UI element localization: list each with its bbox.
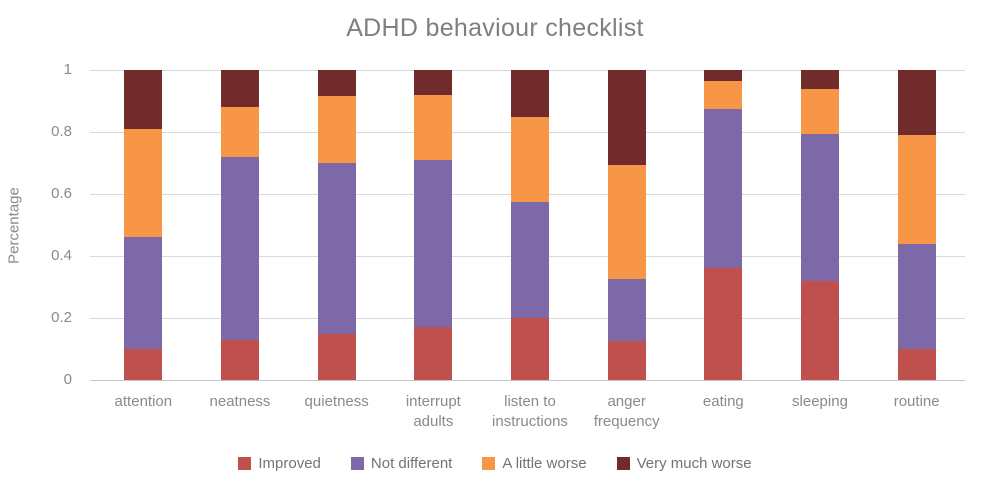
x-axis-label: attention bbox=[114, 393, 173, 410]
x-axis-label: routine bbox=[893, 393, 940, 410]
bar-segment bbox=[317, 70, 356, 97]
bar-segment bbox=[414, 94, 453, 160]
bar-segment bbox=[897, 70, 936, 136]
bar-segment bbox=[511, 116, 549, 202]
bar-segment bbox=[317, 163, 356, 334]
bar-segment bbox=[221, 70, 259, 108]
legend: Improved Not different A little worse Very … bbox=[0, 455, 990, 472]
gridline bbox=[90, 380, 965, 381]
legend-item: A little worse bbox=[482, 455, 587, 472]
bar-segment bbox=[801, 280, 839, 380]
legend-label: Improved bbox=[258, 455, 321, 472]
bar-segment bbox=[704, 80, 743, 109]
legend-item: Very much worse bbox=[616, 455, 752, 472]
bar-segment bbox=[897, 349, 936, 380]
y-tick-label: 0 bbox=[63, 371, 72, 388]
y-tick-label: 0.2 bbox=[51, 309, 72, 326]
y-tick-label: 0.4 bbox=[51, 247, 72, 264]
y-tick-label: 0.6 bbox=[51, 185, 72, 202]
bar-segment bbox=[704, 268, 743, 380]
x-axis-label: neatness bbox=[209, 393, 271, 410]
legend-label: Very much worse bbox=[636, 455, 752, 472]
x-axis-label: listen to instructions bbox=[492, 393, 568, 430]
bar-segment bbox=[607, 164, 646, 280]
bar-sleeping bbox=[801, 70, 839, 380]
legend-marker-icon bbox=[350, 457, 364, 470]
bar-segment bbox=[897, 135, 936, 244]
plot-area bbox=[90, 70, 965, 381]
bar-segment bbox=[414, 159, 453, 328]
chart-title: ADHD behaviour checklist bbox=[346, 14, 644, 42]
bar-segment bbox=[897, 243, 936, 349]
bar-segment bbox=[414, 327, 453, 380]
bar-attention bbox=[124, 70, 163, 380]
y-tick-label: 0.8 bbox=[51, 123, 72, 140]
x-axis-label: sleeping bbox=[792, 393, 848, 410]
bar-segment bbox=[221, 339, 259, 380]
bar-segment bbox=[511, 70, 549, 117]
legend-label: A little worse bbox=[502, 455, 587, 472]
bar-segment bbox=[124, 70, 163, 129]
bar-segment bbox=[317, 333, 356, 380]
legend-marker-icon bbox=[616, 457, 630, 470]
bar-segment bbox=[607, 341, 646, 380]
bar-segment bbox=[607, 70, 646, 165]
legend-marker-icon bbox=[482, 457, 496, 470]
bar-anger-frequency bbox=[607, 70, 646, 380]
bar-neatness bbox=[221, 70, 259, 380]
bar-segment bbox=[801, 133, 839, 281]
legend-marker-icon bbox=[238, 457, 252, 470]
bar-segment bbox=[317, 96, 356, 163]
legend-item: Improved bbox=[238, 455, 321, 472]
bar-eating bbox=[704, 70, 743, 380]
bar-segment bbox=[221, 156, 259, 340]
bar-segment bbox=[511, 318, 549, 380]
bar-interrupt-adults bbox=[414, 70, 453, 380]
x-axis-label: quietness bbox=[304, 393, 369, 410]
x-axis-label: anger frequency bbox=[593, 393, 660, 430]
legend-label: Not different bbox=[370, 455, 453, 472]
bar-segment bbox=[124, 237, 163, 349]
bar-segment bbox=[801, 70, 839, 89]
x-axis-label: interrupt adults bbox=[405, 393, 461, 430]
bar-segment bbox=[801, 88, 839, 134]
bar-segment bbox=[221, 107, 259, 157]
bar-segment bbox=[704, 108, 743, 269]
bar-segment bbox=[704, 70, 743, 81]
bar-quietness bbox=[317, 70, 356, 380]
legend-item: Not different bbox=[350, 455, 453, 472]
bar-segment bbox=[607, 279, 646, 342]
x-axis-label: eating bbox=[702, 393, 744, 410]
bar-segment bbox=[124, 349, 163, 380]
y-axis-label: Percentage bbox=[5, 187, 23, 264]
bar-segment bbox=[511, 201, 549, 318]
y-tick-label: 1 bbox=[63, 61, 72, 78]
bar-routine bbox=[897, 70, 936, 380]
bar-listen-to-instructions bbox=[511, 70, 549, 380]
bar-segment bbox=[414, 70, 453, 95]
bar-segment bbox=[124, 128, 163, 238]
